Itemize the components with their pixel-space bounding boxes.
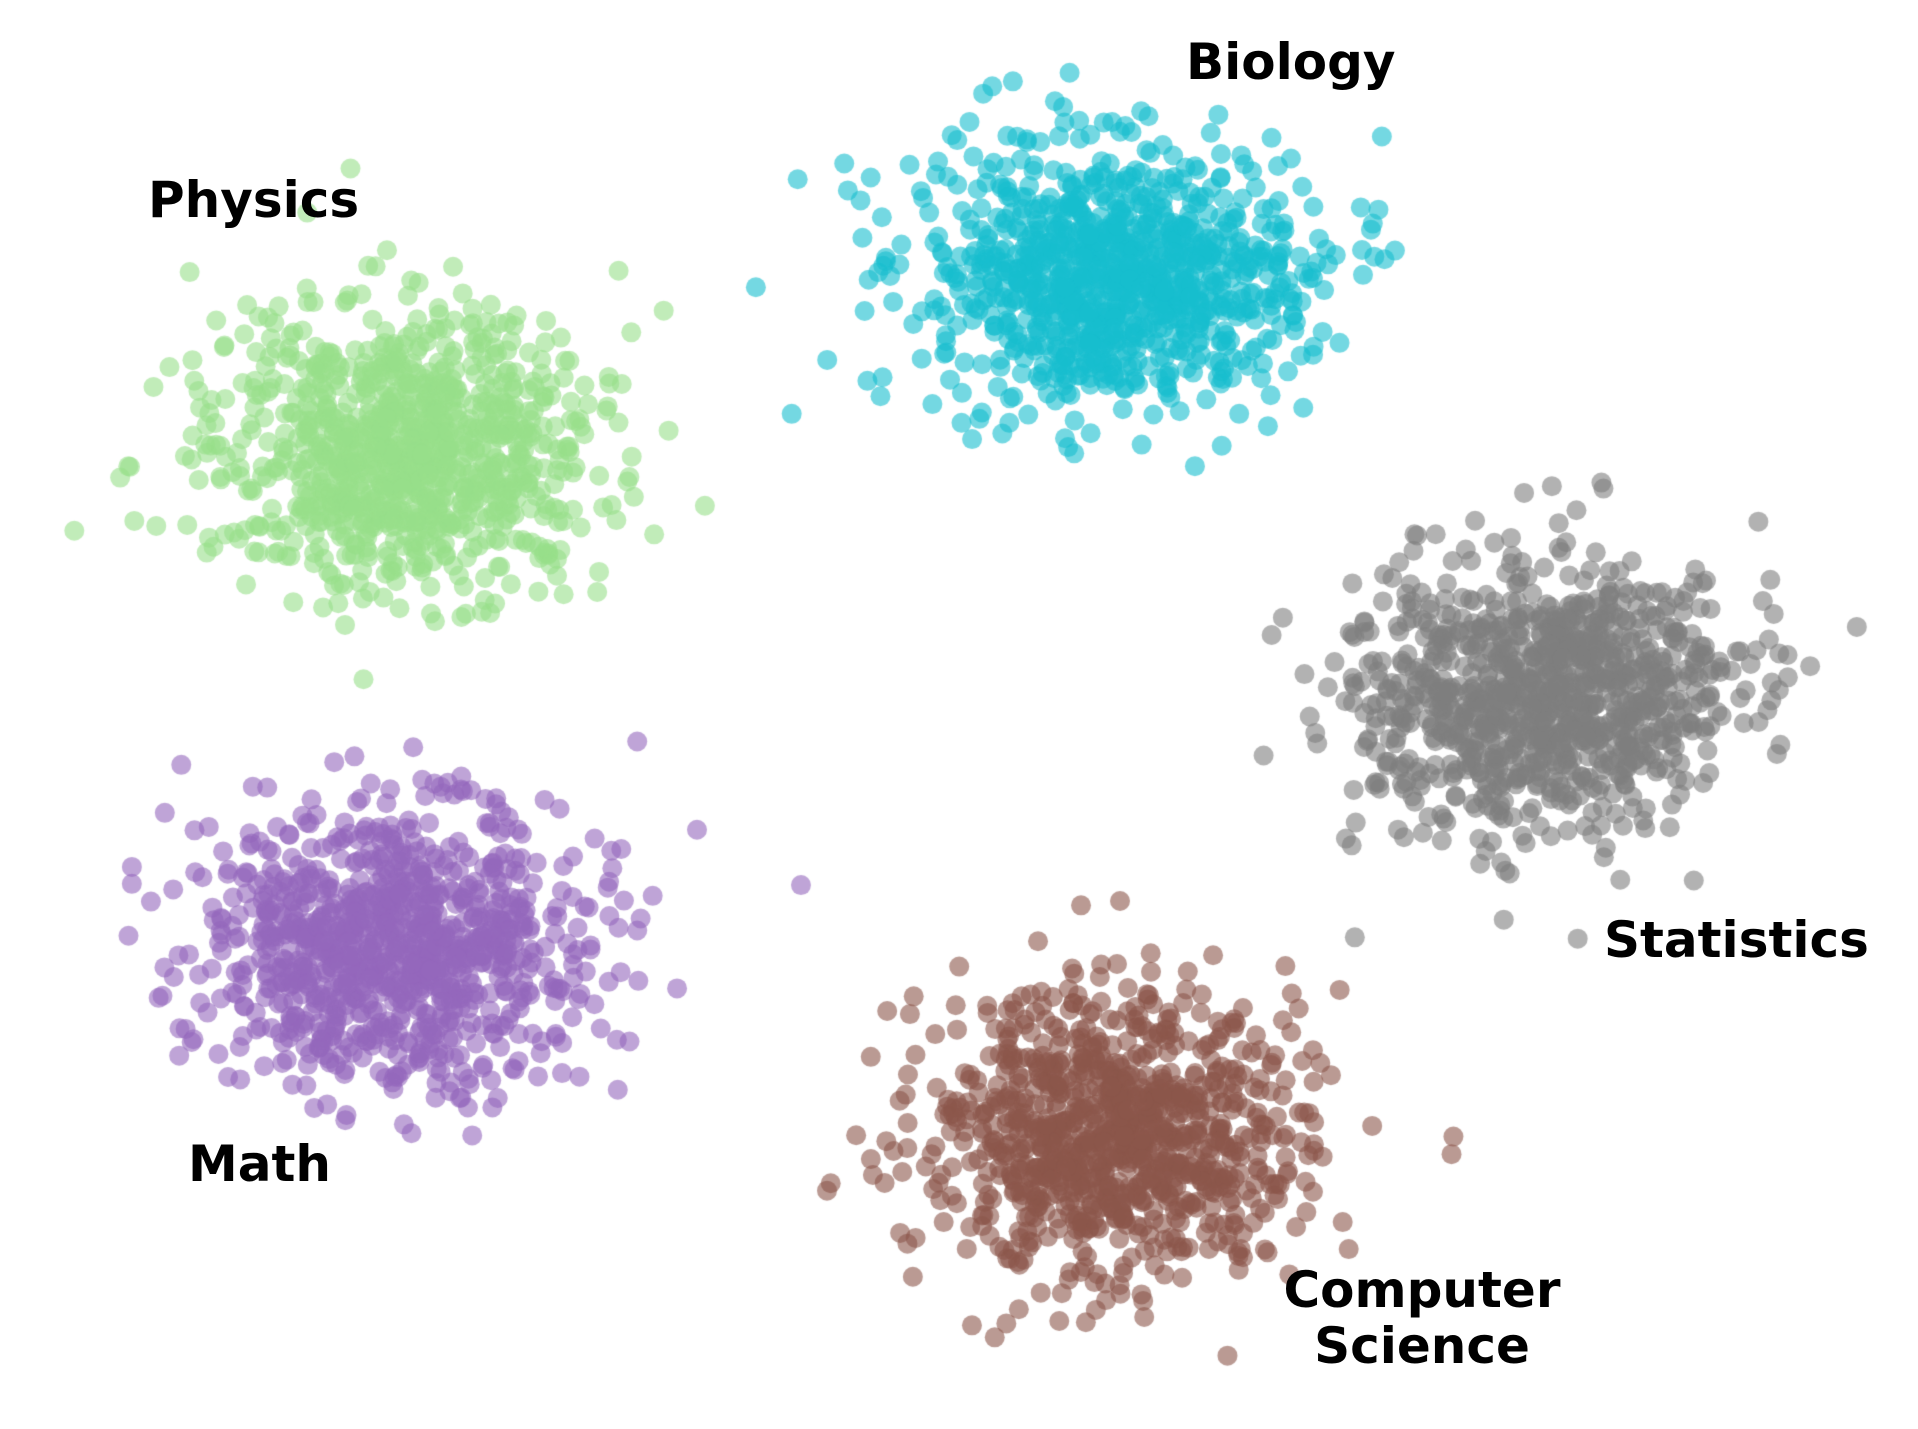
label-math: Math	[188, 1135, 331, 1193]
label-biology: Biology	[1186, 33, 1396, 91]
label-computer-science-line1: Computer	[1283, 1261, 1561, 1319]
label-physics: Physics	[148, 171, 360, 229]
label-computer-science-line2: Science	[1314, 1317, 1530, 1375]
label-computer-science: Computer Science	[1262, 1262, 1582, 1374]
label-statistics: Statistics	[1604, 911, 1869, 969]
